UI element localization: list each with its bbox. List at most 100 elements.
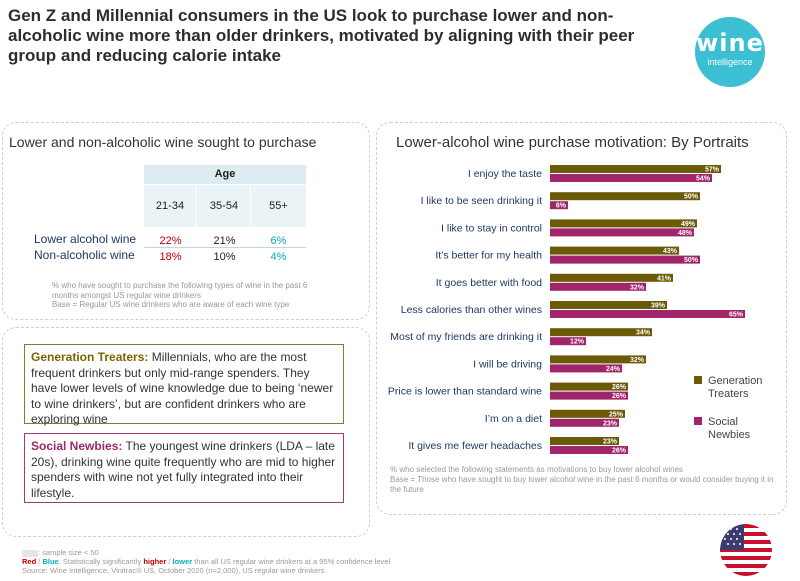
- age-col-21-34: 21-34: [144, 185, 197, 227]
- bar-generation-treaters: [550, 409, 625, 418]
- generation-treaters-desc: Millennials, who are the most frequent d…: [31, 350, 334, 426]
- social-newbies-name: Social Newbies:: [31, 439, 123, 453]
- bar-value-label: 48%: [678, 230, 693, 237]
- motivation-bar-chart: I enjoy the taste 57% 54% I like to be seen…: [388, 165, 762, 455]
- bar-generation-treaters: [550, 355, 646, 364]
- cell-non-35-54: 10%: [213, 251, 236, 263]
- footnote-source: Source: Wine Intelligence, Vinitrac® US,…: [22, 566, 325, 575]
- footnote-slash-2: /: [166, 557, 173, 566]
- bar-value-label: 41%: [657, 275, 672, 282]
- legend-label: Treaters: [708, 388, 749, 400]
- age-header: Age: [144, 165, 306, 184]
- category-label: I enjoy the taste: [468, 168, 542, 180]
- age-col-35-54: 35-54: [198, 185, 251, 227]
- bar-generation-treaters: [550, 246, 679, 255]
- age-col-55-plus: 55+: [269, 200, 288, 212]
- logo-subword: intelligence: [707, 57, 753, 67]
- bar-social-newbies: [550, 391, 628, 400]
- bar-value-label: 50%: [684, 194, 699, 201]
- legend-swatch: [694, 376, 702, 384]
- generation-treaters-name: Generation Treaters:: [31, 350, 149, 364]
- bar-generation-treaters: [550, 192, 700, 201]
- bar-social-newbies: [550, 310, 745, 318]
- footnote-sig-text-a: : Statistically significantly: [58, 557, 144, 566]
- bar-value-label: 12%: [570, 339, 585, 346]
- legend-label: Social: [708, 416, 738, 428]
- category-label: I will be driving: [473, 358, 542, 370]
- bar-generation-treaters: [550, 273, 673, 282]
- table-note: % who have sought to purchase the follow…: [52, 281, 308, 300]
- cell-lower-55-plus: 6%: [270, 235, 287, 247]
- category-label: Most of my friends are drinking it: [390, 331, 542, 343]
- bar-value-label: 32%: [630, 357, 645, 364]
- bar-social-newbies: [550, 418, 619, 427]
- motivation-chart-panel: [376, 122, 787, 515]
- logo-word: wine: [696, 29, 764, 57]
- wine-intelligence-logo: wine intelligence: [695, 17, 765, 87]
- legend-label: Generation: [708, 375, 762, 387]
- footnote-significance: Red / Blue: Statistically significantly …: [22, 557, 390, 566]
- bar-generation-treaters: [550, 301, 667, 309]
- footnote-red-word: Red: [22, 557, 37, 566]
- category-label: Less calories than other wines: [401, 304, 542, 316]
- table-base-note: Base = Regular US wine drinkers who are …: [52, 300, 290, 309]
- bar-generation-treaters: [550, 165, 721, 173]
- cell-lower-21-34: 22%: [159, 235, 182, 247]
- footnote-sample-text: : sample size < 50: [38, 548, 99, 557]
- chart-base-note: Base = Those who have sought to buy lowe…: [390, 475, 774, 494]
- footnote-lower: lower: [172, 557, 193, 566]
- category-label: I like to stay in control: [441, 222, 542, 234]
- generation-treaters-box: Generation Treaters: Millennials, who ar…: [24, 344, 344, 426]
- sample-size-swatch: [22, 549, 38, 557]
- legend-swatch: [694, 417, 702, 425]
- bar-value-label: 50%: [684, 257, 699, 264]
- bar-social-newbies: [550, 364, 622, 373]
- bar-generation-treaters: [550, 382, 628, 391]
- bar-value-label: 32%: [630, 284, 645, 291]
- social-newbies-desc: The youngest wine drinkers (LDA – late 2…: [31, 439, 336, 500]
- bar-social-newbies: [550, 337, 586, 346]
- row-label-non-alcoholic: Non-alcoholic wine: [34, 248, 135, 262]
- bar-social-newbies: [550, 201, 568, 210]
- bar-value-label: 43%: [663, 248, 678, 255]
- bar-value-label: 39%: [651, 303, 666, 310]
- chart-note: % who selected the following statements …: [390, 465, 684, 474]
- bar-generation-treaters: [550, 219, 697, 228]
- chart-title: Lower-alcohol wine purchase motivation: …: [396, 134, 749, 151]
- category-label: It goes better with food: [436, 277, 542, 289]
- bar-value-label: 57%: [705, 167, 720, 174]
- bar-social-newbies: [550, 228, 694, 237]
- bar-value-label: 54%: [696, 176, 711, 183]
- row-label-lower-alcohol: Lower alcohol wine: [34, 232, 137, 246]
- cell-lower-35-54: 21%: [213, 235, 236, 247]
- bar-generation-treaters: [550, 328, 652, 337]
- category-label: Price is lower than standard wine: [388, 386, 542, 398]
- portraits-panel: [2, 327, 370, 537]
- bar-value-label: 23%: [603, 439, 618, 446]
- purchase-intent-title: Lower and non-alcoholic wine sought to p…: [9, 134, 317, 150]
- social-newbies-box: Social Newbies: The youngest wine drinke…: [24, 433, 344, 503]
- footnote-slash-1: /: [36, 557, 43, 566]
- footnote-higher: higher: [143, 557, 167, 566]
- bar-social-newbies: [550, 255, 700, 264]
- bar-social-newbies: [550, 446, 628, 454]
- table-divider: [144, 247, 306, 248]
- legend-label: Newbies: [708, 429, 751, 441]
- us-flag-icon: [720, 524, 772, 576]
- category-label: I like to be seen drinking it: [421, 195, 542, 207]
- bar-value-label: 49%: [681, 221, 696, 228]
- page-headline: Gen Z and Millennial consumers in the US…: [8, 6, 635, 65]
- bar-value-label: 24%: [606, 366, 621, 373]
- bar-value-label: 65%: [729, 312, 744, 319]
- bar-value-label: 26%: [612, 393, 627, 400]
- age-columns: 21-34 35-54 55+: [144, 185, 306, 227]
- bar-value-label: 26%: [612, 448, 627, 455]
- footnote-sample: : sample size < 50: [22, 548, 99, 557]
- bar-value-label: 26%: [612, 384, 627, 391]
- category-label: It gives me fewer headaches: [408, 440, 542, 452]
- bar-value-label: 6%: [556, 203, 567, 210]
- category-label: It’s better for my health: [435, 250, 542, 262]
- footnote-sig-text-b: than all US regular wine drinkers at a 9…: [192, 557, 391, 566]
- bar-social-newbies: [550, 282, 646, 291]
- purchase-intent-panel: [2, 122, 370, 320]
